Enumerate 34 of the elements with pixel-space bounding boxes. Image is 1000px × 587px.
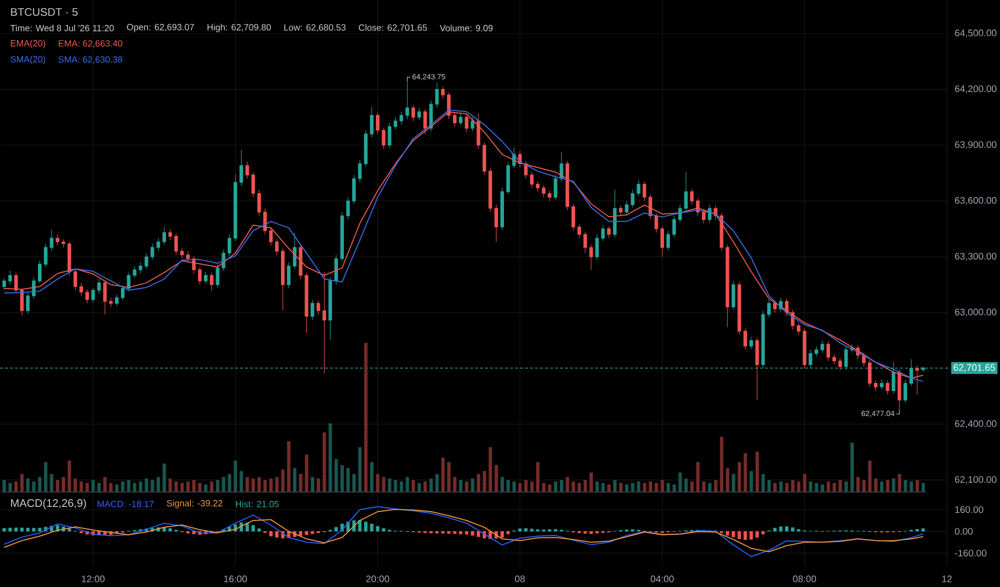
annotation: Open: 62,693.07 [126,24,194,32]
y-tick-label: 64,200.00 [955,85,996,94]
annotation: Low: 62,680.53 [284,24,346,32]
x-tick-label: 12:00 [82,576,105,582]
y-tick-label: 63,000.00 [955,308,996,317]
y-tick-label: 0.00 [954,528,973,535]
y-tick-label: -160.00 [954,550,986,556]
x-tick-label: 16:00 [224,576,247,582]
y-tick-label: 62,100.00 [955,476,996,484]
x-tick-label: 04:00 [650,576,674,582]
text: SMA(20) [10,56,46,64]
x-tick-label: 20:00 [366,576,390,582]
annotation: Hist: 21.05 [236,500,279,508]
annotation: MACD: -18.17 [98,500,154,508]
annotation: Close: 62,701.65 [358,24,427,32]
annotation: SMA: 62,630.38 [58,56,122,64]
y-tick-label: 160.00 [955,506,984,513]
text: EMA(20) [10,40,46,48]
annotation: Signal: -39.22 [166,500,222,508]
y-tick-label: 64,500.00 [955,30,996,38]
x-tick-label: 12 [942,576,952,582]
x-tick-label: 08:00 [793,576,816,582]
chart-title: MACD(12,26,9) [11,498,86,510]
y-tick-label: 63,900.00 [955,141,996,150]
text: BTCUSDT · 5 [11,8,78,16]
y-tick-label: 62,400.00 [955,420,996,428]
x-tick-label: 08 [515,576,525,582]
annotation: High: 62,709.80 [208,24,271,32]
y-tick-label: 63,300.00 [955,252,996,261]
annotation: EMA: 62,663.40 [58,40,122,48]
annotation: Volume: 9.09 [440,24,493,32]
annotation: Time: Wed 8 Jul '26 11:20 [10,24,114,32]
ref-line-label: 62,701.65 [954,364,996,372]
y-tick-label: 63,600.00 [955,197,996,205]
